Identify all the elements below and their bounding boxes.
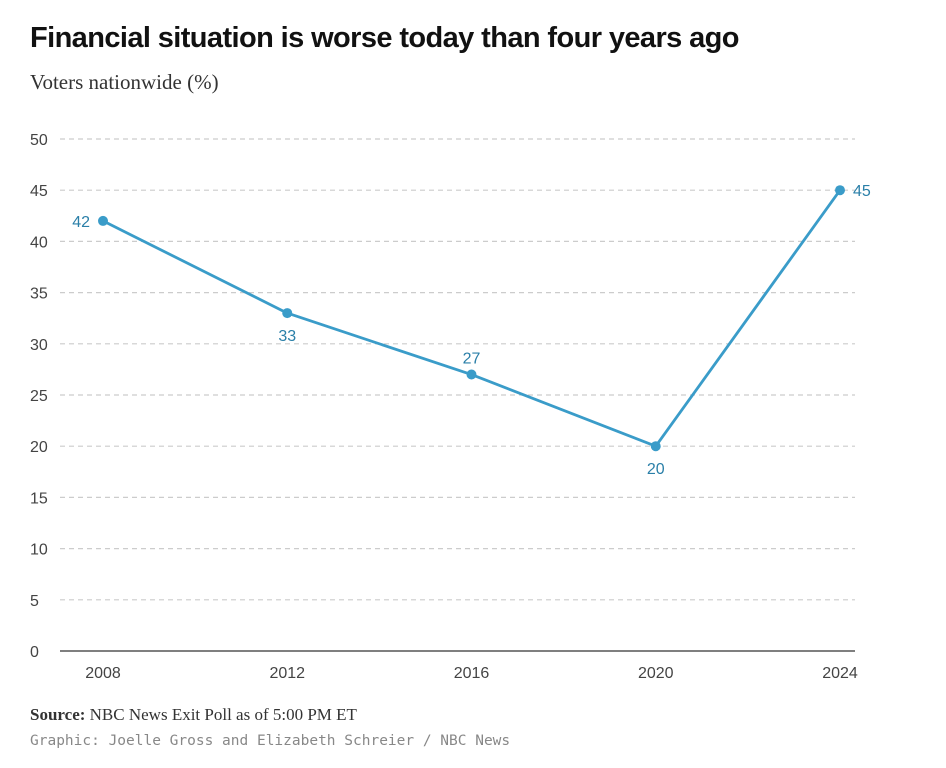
chart-subtitle: Voters nationwide (%) (30, 70, 219, 94)
y-tick-label: 20 (30, 439, 48, 456)
chart-title: Financial situation is worse today than … (30, 22, 739, 54)
y-tick-label: 40 (30, 234, 48, 251)
source-text: NBC News Exit Poll as of 5:00 PM ET (89, 705, 357, 724)
y-tick-label: 30 (30, 337, 48, 354)
data-label: 20 (647, 461, 665, 478)
data-point (282, 308, 293, 319)
x-tick-label: 2008 (85, 665, 121, 682)
data-point (98, 215, 108, 226)
y-tick-label: 35 (30, 286, 48, 303)
source-note: Source: NBC News Exit Poll as of 5:00 PM… (30, 705, 357, 725)
data-label: 33 (278, 328, 296, 345)
x-axis-ticks: 2008 2012 2016 2020 2024 (85, 665, 858, 682)
series-line (102, 189, 842, 448)
x-tick-label: 2024 (822, 665, 858, 682)
data-label: 27 (463, 351, 481, 368)
x-tick-label: 2012 (269, 665, 305, 682)
y-tick-label: 10 (30, 542, 48, 559)
x-tick-label: 2020 (638, 665, 674, 682)
y-tick-label: 5 (30, 593, 39, 610)
gridlines (60, 138, 855, 601)
data-label: 45 (853, 183, 871, 200)
data-point (466, 369, 477, 380)
y-tick-label: 25 (30, 388, 48, 405)
data-labels: 42 33 27 20 45 (72, 183, 871, 478)
data-point (835, 185, 845, 196)
y-axis-ticks: 0 5 10 15 20 25 30 35 40 45 50 (30, 132, 48, 661)
data-points (98, 185, 845, 452)
data-label: 42 (72, 214, 90, 231)
x-tick-label: 2016 (454, 665, 490, 682)
y-tick-label: 45 (30, 183, 48, 200)
graphic-credit: Graphic: Joelle Gross and Elizabeth Schr… (30, 733, 511, 749)
y-tick-label: 15 (30, 490, 48, 507)
data-point (650, 441, 661, 452)
source-label: Source: (30, 705, 86, 724)
y-tick-label: 0 (30, 644, 39, 661)
y-tick-label: 50 (30, 132, 48, 149)
